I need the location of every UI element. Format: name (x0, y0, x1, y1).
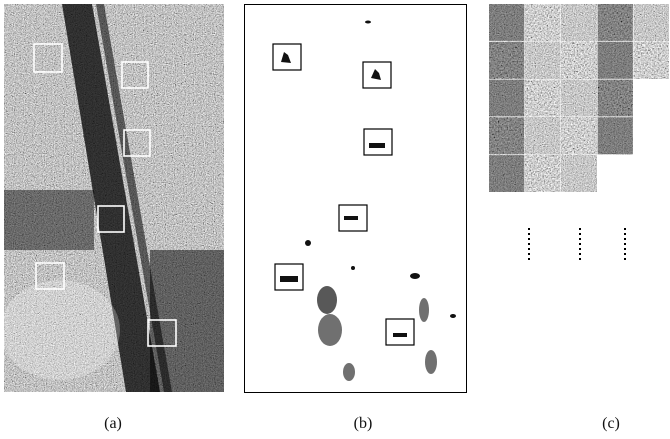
patch-shade (489, 42, 524, 79)
patch-shade (525, 80, 560, 117)
patch-shade (525, 4, 560, 41)
caption: (a) (104, 415, 122, 432)
patch-shade (525, 117, 560, 154)
patch-shade (598, 117, 633, 154)
patch-shade (525, 42, 560, 79)
patch-shade (561, 4, 596, 41)
patch-shade (598, 42, 633, 79)
patch-grid (489, 4, 669, 192)
sar-image (0, 4, 224, 392)
patch-shade (489, 80, 524, 117)
patch-shade (489, 155, 524, 192)
patch-shade (561, 80, 596, 117)
caption: (b) (354, 415, 373, 432)
figure: (a) (b) (c) (0, 0, 670, 439)
patch-shade (489, 4, 524, 41)
patch-shade (634, 42, 669, 79)
patch-shade (598, 4, 633, 41)
ellipsis (529, 228, 625, 262)
patch-shade (598, 80, 633, 117)
patch-shade (561, 155, 596, 192)
patch-shade (561, 42, 596, 79)
patch-shade (489, 117, 524, 154)
binary-image (245, 5, 467, 393)
patch-shade (525, 155, 560, 192)
patch-shade (561, 117, 596, 154)
caption: (c) (602, 415, 620, 432)
patch-shade (634, 4, 669, 41)
